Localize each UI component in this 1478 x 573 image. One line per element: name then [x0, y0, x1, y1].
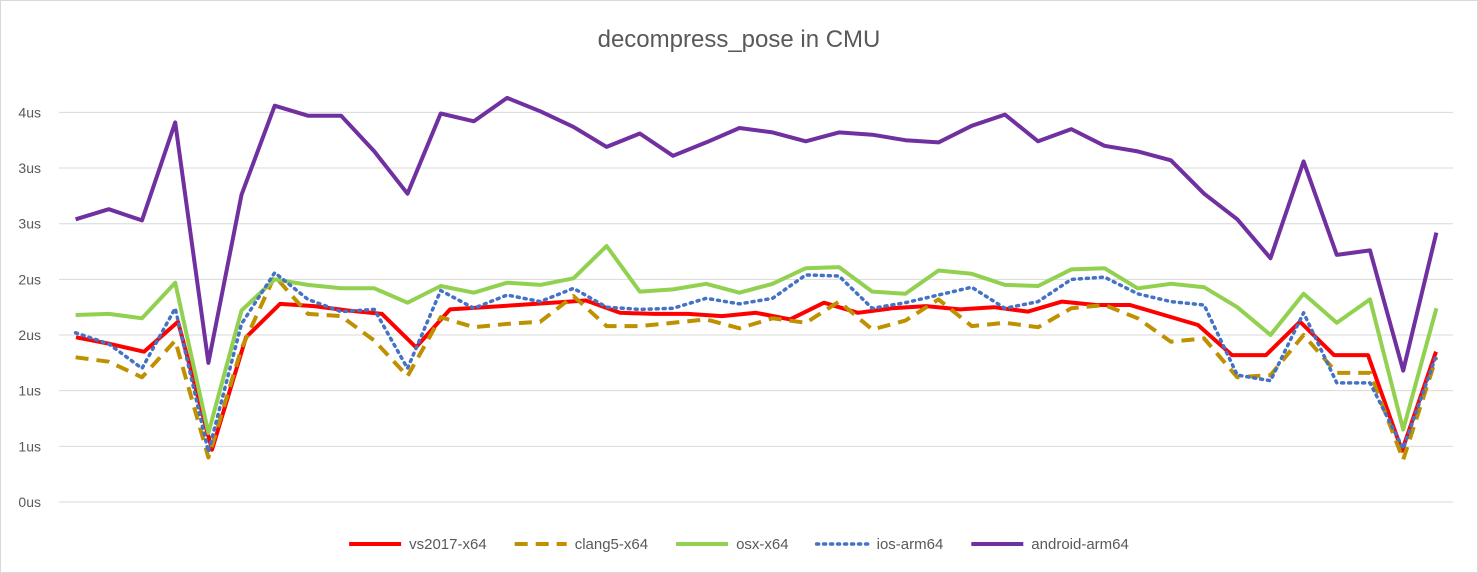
- series-line-osx-x64: [75, 244, 1439, 435]
- gridlines: [59, 111, 1453, 503]
- y-tick-label: 2us: [18, 271, 41, 287]
- legend-label-osx-x64: osx-x64: [736, 536, 789, 553]
- y-tick-label: 2us: [18, 327, 41, 343]
- y-axis-tick-labels: 0us 1us 1us 2us 2us 3us 3us 4us: [18, 104, 41, 510]
- y-tick-label: 4us: [18, 104, 41, 120]
- y-tick-label: 0us: [18, 494, 41, 510]
- legend: vs2017-x64 clang5-x64 osx-x64 ios-arm64 andr…: [349, 536, 1129, 553]
- y-tick-label: 1us: [18, 383, 41, 399]
- legend-label-vs2017-x64: vs2017-x64: [409, 536, 487, 553]
- y-tick-label: 3us: [18, 216, 41, 232]
- chart-title: decompress_pose in CMU: [598, 26, 881, 53]
- legend-label-ios-arm64: ios-arm64: [877, 536, 944, 553]
- legend-label-clang5-x64: clang5-x64: [575, 536, 648, 553]
- y-tick-label: 1us: [18, 438, 41, 454]
- series-line-ios-arm64: [73, 270, 1439, 454]
- series-line-clang5-x64: [75, 274, 1439, 462]
- series-line-vs2017-x64: [75, 298, 1438, 453]
- y-tick-label: 3us: [18, 160, 41, 176]
- legend-label-android-arm64: android-arm64: [1031, 536, 1129, 553]
- series-line-android-arm64: [75, 95, 1439, 373]
- series-lines: [73, 95, 1439, 462]
